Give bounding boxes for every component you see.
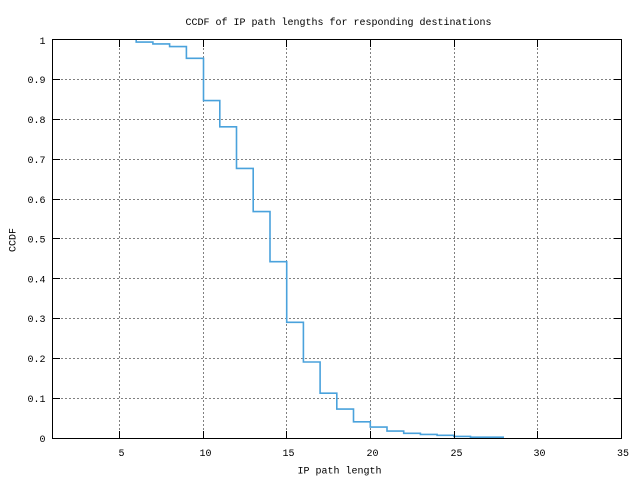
svg-text:10: 10 <box>199 449 211 460</box>
svg-text:IP path length: IP path length <box>297 466 381 478</box>
svg-text:0: 0 <box>39 435 45 446</box>
svg-text:30: 30 <box>533 449 545 460</box>
svg-text:0.4: 0.4 <box>27 276 45 287</box>
svg-text:1: 1 <box>39 37 45 48</box>
svg-text:25: 25 <box>450 449 462 460</box>
svg-text:15: 15 <box>282 449 294 460</box>
svg-text:CCDF of IP path lengths for re: CCDF of IP path lengths for responding d… <box>185 17 491 29</box>
svg-text:0.3: 0.3 <box>27 315 45 326</box>
svg-text:0.9: 0.9 <box>27 76 45 87</box>
svg-text:20: 20 <box>366 449 378 460</box>
svg-text:0.5: 0.5 <box>27 236 45 247</box>
svg-text:0.2: 0.2 <box>27 355 45 366</box>
svg-text:35: 35 <box>617 449 629 460</box>
svg-text:0.6: 0.6 <box>27 196 45 207</box>
svg-text:CCDF: CCDF <box>9 228 20 252</box>
svg-text:0.1: 0.1 <box>27 395 45 406</box>
svg-text:0.8: 0.8 <box>27 116 45 127</box>
svg-text:0.7: 0.7 <box>27 156 45 167</box>
svg-text:5: 5 <box>118 449 124 460</box>
